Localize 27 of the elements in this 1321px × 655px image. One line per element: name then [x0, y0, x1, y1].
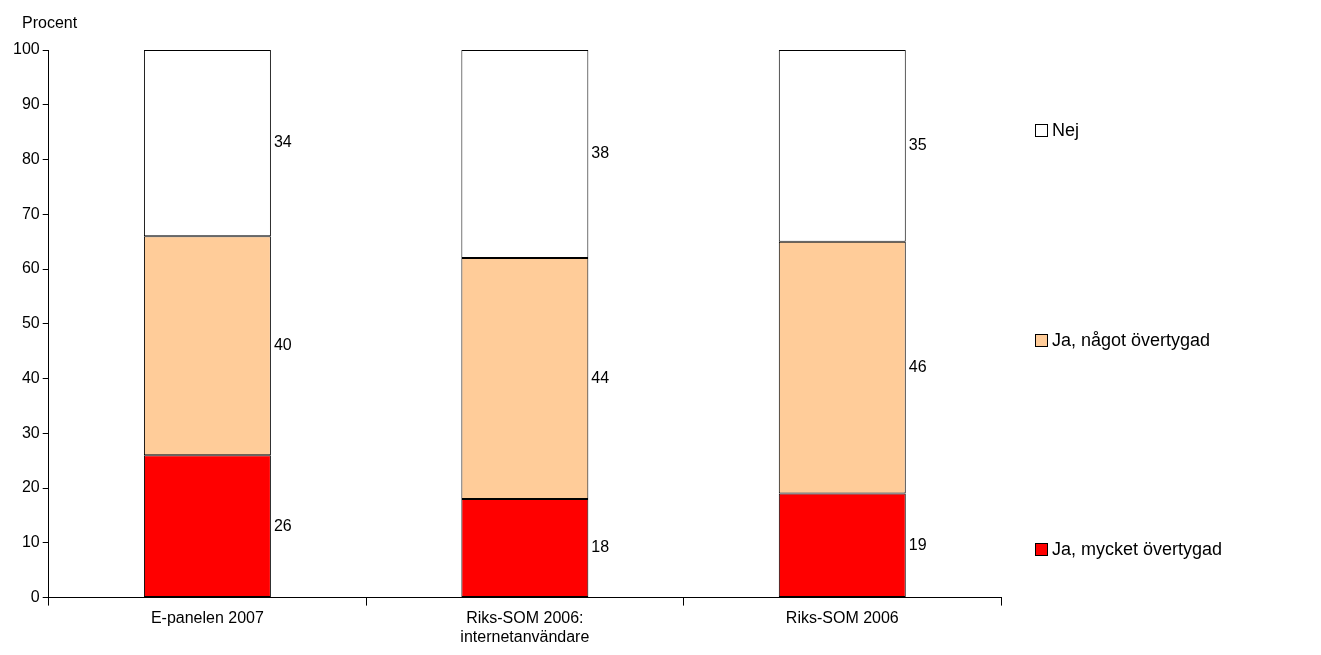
y-tick-label: 10 — [21, 533, 40, 551]
legend-label: Ja, något övertygad — [1052, 329, 1211, 351]
data-label: 44 — [591, 368, 610, 386]
x-tick-label: Riks-SOM 2006: internetanvändare — [460, 608, 590, 645]
y-tick-label: 30 — [21, 423, 40, 441]
data-label: 40 — [273, 336, 292, 354]
y-axis-title: Procent — [22, 14, 78, 32]
y-tick-label: 50 — [21, 314, 40, 332]
data-label: 19 — [908, 535, 927, 553]
data-label: 26 — [273, 516, 292, 534]
y-tick-label: 80 — [21, 149, 40, 167]
y-tick-label: 100 — [12, 40, 40, 58]
y-tick-label: 70 — [21, 204, 40, 222]
y-tick-label: 0 — [30, 588, 40, 606]
data-label: 34 — [273, 133, 292, 151]
data-label: 35 — [908, 136, 927, 154]
data-label: 18 — [591, 538, 610, 556]
x-tick-label: E-panelen 2007 — [150, 608, 265, 626]
y-tick-label: 20 — [21, 478, 40, 496]
text: Nej — [1052, 120, 1080, 141]
legend-label: Ja, mycket övertygad — [1052, 539, 1223, 560]
data-label: 46 — [908, 358, 927, 376]
data-label: 38 — [591, 144, 610, 162]
x-tick-label: Riks-SOM 2006 — [785, 608, 899, 626]
y-tick-label: 40 — [21, 368, 40, 386]
y-tick-label: 90 — [21, 95, 40, 113]
y-tick-label: 60 — [21, 259, 40, 277]
